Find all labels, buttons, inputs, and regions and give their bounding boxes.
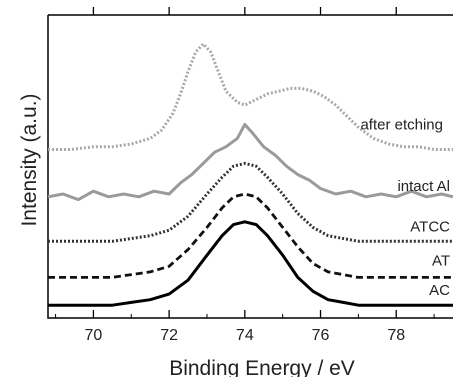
x-tick-label: 72 <box>160 327 178 344</box>
x-axis-label: Binding Energy / eV <box>169 357 355 377</box>
series-line-at <box>48 192 453 279</box>
x-tick-label: 74 <box>236 327 254 344</box>
series-label: after etching <box>360 117 443 134</box>
series-label: AC <box>429 282 450 299</box>
series-line-ac <box>48 220 453 307</box>
series-label: intact Al <box>397 178 450 195</box>
chart-labels: 70 72 74 76 78 after etching intact Al ATCC AT AC <box>85 117 451 344</box>
plot-frame <box>47 15 453 319</box>
x-tick-label: 76 <box>312 327 330 344</box>
series-line-after-etching <box>48 42 453 151</box>
series-line-atcc <box>48 161 453 243</box>
y-axis-label: Intensity (a.u.) <box>18 93 41 226</box>
x-tick-label: 70 <box>85 327 103 344</box>
series-label: AT <box>432 252 450 269</box>
series-label: ATCC <box>410 218 450 235</box>
series-line-intact-al <box>47 123 453 202</box>
chart-marks <box>47 7 453 319</box>
x-tick-label: 78 <box>387 327 405 344</box>
